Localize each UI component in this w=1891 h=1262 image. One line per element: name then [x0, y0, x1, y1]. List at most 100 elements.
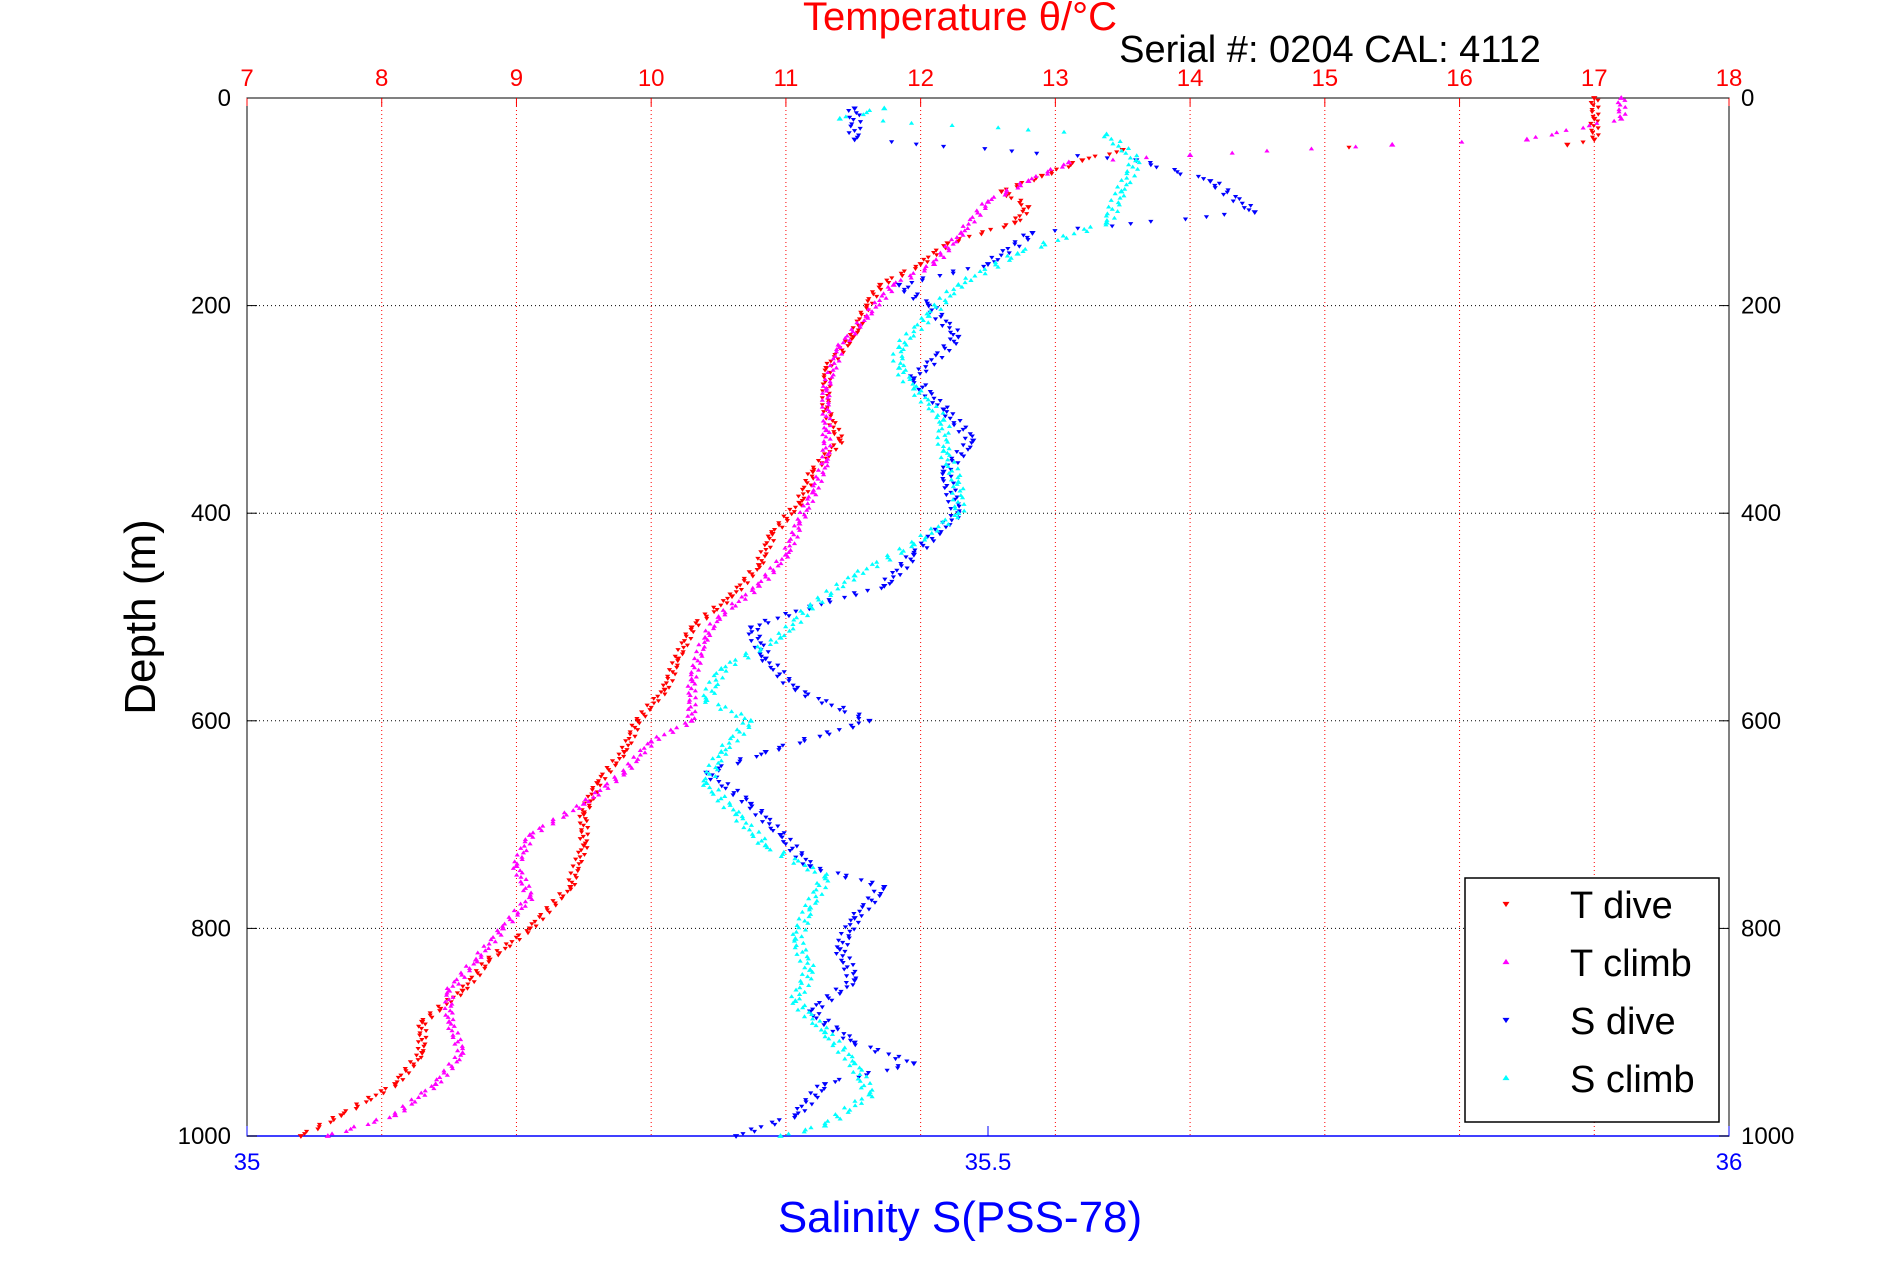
profile-marker [846, 338, 853, 343]
profile-marker [691, 665, 698, 670]
data-point [1065, 159, 1073, 165]
profile-marker [1130, 164, 1136, 169]
profile-marker [758, 1125, 764, 1130]
profile-marker [824, 361, 830, 366]
profile-marker [773, 639, 779, 644]
profile-marker [943, 461, 949, 466]
profile-marker [913, 383, 919, 388]
profile-marker [830, 367, 836, 372]
data-point [851, 137, 858, 143]
profile-marker [860, 321, 866, 326]
profile-marker [701, 640, 708, 644]
profile-marker [883, 295, 889, 300]
profile-marker [450, 1032, 456, 1037]
profile-marker [482, 948, 488, 953]
profile-marker [829, 1032, 836, 1036]
profile-marker [889, 579, 895, 584]
profile-marker [629, 765, 635, 770]
profile-marker [711, 691, 718, 695]
profile-marker [507, 917, 513, 922]
profile-marker [838, 989, 844, 994]
data-point [718, 666, 725, 671]
data-point [821, 873, 829, 879]
profile-marker [511, 908, 517, 913]
profile-marker [688, 636, 694, 641]
profile-marker [417, 1033, 423, 1038]
profile-marker [860, 570, 866, 575]
profile-marker [666, 685, 672, 690]
profile-marker [859, 1096, 865, 1101]
profile-marker [828, 593, 834, 598]
data-point [392, 1082, 399, 1087]
data-point [594, 781, 601, 786]
profile-marker [746, 827, 753, 832]
profile-marker [520, 888, 527, 893]
profile-marker [527, 841, 533, 846]
profile-marker [722, 664, 729, 669]
profile-marker [894, 568, 900, 573]
profile-marker [353, 1107, 359, 1111]
profile-marker [1018, 198, 1024, 203]
profile-marker [848, 723, 854, 728]
profile-marker [840, 350, 847, 355]
profile-marker [935, 435, 941, 440]
profile-marker [719, 675, 726, 680]
profile-marker [1060, 233, 1066, 238]
profile-marker [846, 1052, 852, 1057]
data-point [580, 800, 588, 806]
profile-marker [916, 387, 922, 392]
profile-marker [715, 798, 721, 803]
profile-marker [934, 528, 941, 533]
profile-marker [855, 328, 861, 333]
profile-marker [833, 347, 840, 351]
profile-marker [849, 1058, 856, 1063]
profile-marker [1055, 238, 1061, 242]
profile-marker [798, 619, 804, 624]
profile-marker [665, 676, 671, 681]
profile-marker [850, 963, 856, 968]
profile-marker [850, 725, 856, 730]
profile-marker [729, 605, 735, 610]
right-tick-label: 200 [1741, 293, 1781, 320]
right-tick-label: 400 [1741, 500, 1781, 527]
profile-marker [826, 732, 832, 737]
profile-marker [938, 530, 944, 534]
profile-marker [961, 508, 967, 513]
profile-marker [852, 1043, 858, 1048]
profile-marker [1533, 134, 1539, 139]
profile-marker [939, 355, 945, 360]
profile-marker [831, 1040, 837, 1045]
profile-marker [1127, 155, 1134, 160]
profile-marker [343, 1109, 349, 1114]
profile-marker [939, 426, 945, 431]
profile-marker [920, 318, 926, 322]
data-point [895, 344, 903, 350]
profile-marker [971, 219, 978, 224]
profile-marker [795, 494, 802, 499]
profile-marker [1115, 143, 1122, 148]
profile-marker [895, 1064, 901, 1068]
profile-marker [781, 831, 787, 836]
profile-marker [524, 929, 530, 933]
profile-marker [789, 512, 795, 517]
profile-marker [438, 1079, 444, 1084]
profile-marker [938, 421, 944, 426]
profile-marker [817, 734, 823, 739]
profile-marker [765, 534, 771, 539]
legend-box [1464, 877, 1720, 1123]
profile-marker [1114, 209, 1121, 213]
data-point [499, 925, 507, 931]
profile-marker [721, 805, 727, 810]
profile-marker [776, 523, 782, 528]
data-point [297, 1134, 305, 1139]
data-point [836, 947, 843, 953]
profile-marker [810, 963, 816, 968]
profile-marker [979, 230, 986, 235]
profile-marker [842, 710, 848, 715]
profile-marker [938, 252, 944, 257]
profile-marker [444, 1072, 450, 1077]
profile-marker [303, 1129, 310, 1134]
profile-marker [1020, 209, 1026, 214]
profile-marker [933, 257, 939, 262]
profile-marker [822, 368, 828, 373]
